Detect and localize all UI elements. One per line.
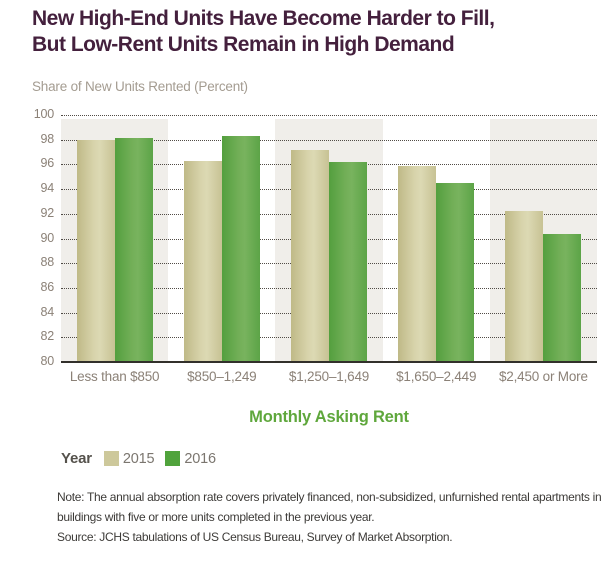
chart-subtitle: Share of New Units Rented (Percent) bbox=[32, 79, 248, 94]
title-line-1: New High-End Units Have Become Harder to… bbox=[32, 7, 495, 30]
y-axis-label: 90 bbox=[40, 230, 54, 245]
legend-label-2016: 2016 bbox=[184, 450, 216, 467]
bar-2016-3 bbox=[329, 161, 367, 362]
footnotes: Note: The annual absorption rate covers … bbox=[57, 487, 605, 547]
legend-item-2016: 2016 bbox=[165, 450, 216, 467]
y-axis-label: 92 bbox=[40, 205, 54, 220]
y-axis-label: 86 bbox=[40, 279, 54, 294]
source-text: Source: JCHS tabulations of US Census Bu… bbox=[57, 530, 453, 544]
x-axis-label: $1,250–1,649 bbox=[288, 369, 370, 384]
x-axis-title: Monthly Asking Rent bbox=[249, 408, 409, 426]
page-title: New High-End Units Have Become Harder to… bbox=[32, 6, 592, 58]
bar-2016-4 bbox=[436, 182, 475, 362]
plot-area bbox=[61, 115, 597, 363]
legend-title: Year bbox=[61, 450, 92, 467]
gridline-100 bbox=[61, 115, 597, 116]
bar-2016-1 bbox=[114, 138, 153, 362]
bar-2015-1 bbox=[76, 139, 115, 362]
y-axis: 100 98 96 94 92 90 88 86 84 82 80 bbox=[0, 107, 54, 368]
y-axis-label: 96 bbox=[40, 156, 54, 171]
y-axis-label: 84 bbox=[40, 304, 54, 319]
bar-2015-3 bbox=[291, 149, 329, 362]
y-axis-label: 98 bbox=[40, 131, 54, 146]
x-axis-label: $1,650–2,449 bbox=[396, 369, 477, 384]
x-axis-labels: Less than $850 $850–1,249 $1,250–1,649 $1,6… bbox=[61, 369, 597, 387]
gridline-98 bbox=[61, 139, 597, 141]
bar-2016-5 bbox=[543, 233, 582, 362]
bar-2015-5 bbox=[505, 211, 544, 362]
legend: Year 2015 2016 bbox=[61, 450, 227, 467]
x-axis-label: Less than $850 bbox=[69, 369, 160, 384]
x-axis-baseline bbox=[61, 361, 597, 363]
x-axis-label: $850–1,249 bbox=[187, 369, 257, 384]
y-axis-label: 94 bbox=[40, 181, 54, 196]
y-axis-label: 100 bbox=[33, 107, 54, 121]
y-axis-label: 88 bbox=[40, 255, 54, 270]
legend-swatch-2016 bbox=[165, 451, 181, 466]
legend-swatch-2015 bbox=[103, 451, 119, 466]
bar-2016-2 bbox=[221, 136, 260, 362]
bar-2015-2 bbox=[183, 160, 222, 362]
y-axis-label: 82 bbox=[40, 329, 54, 344]
legend-item-2015: 2015 bbox=[103, 450, 155, 467]
y-axis-label: 80 bbox=[40, 354, 54, 368]
title-line-2: But Low-Rent Units Remain in High Demand bbox=[32, 33, 455, 56]
note-text-line-1: Note: The annual absorption rate covers … bbox=[57, 490, 602, 504]
x-axis-label: $2,450 or More bbox=[499, 369, 588, 384]
note-text-line-2: buildings with five or more units comple… bbox=[57, 510, 375, 524]
legend-label-2015: 2015 bbox=[122, 450, 155, 467]
bar-2015-4 bbox=[398, 165, 437, 362]
